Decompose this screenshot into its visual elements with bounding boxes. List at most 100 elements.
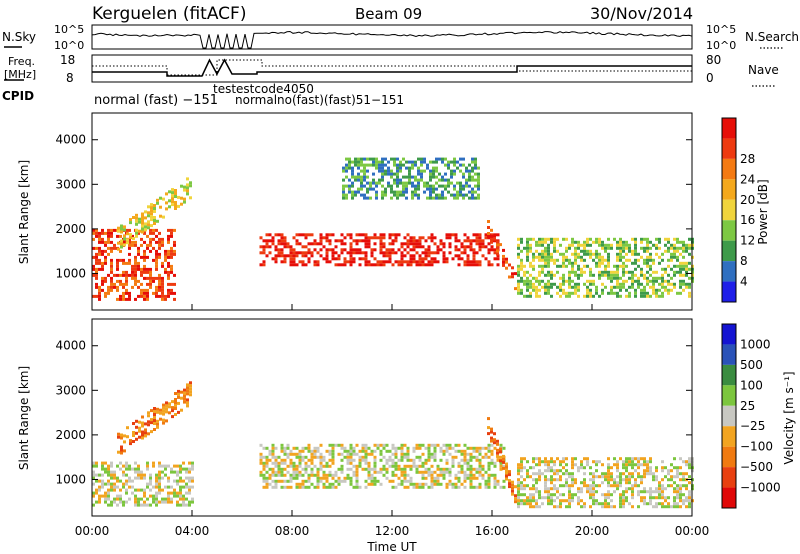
range-gate-cell xyxy=(319,461,323,465)
range-gate-cell xyxy=(637,463,640,467)
range-gate-cell xyxy=(262,248,266,252)
velocity-ylabel: Slant Range [km] xyxy=(17,366,31,470)
range-gate-cell xyxy=(403,248,407,252)
range-gate-cell xyxy=(430,443,434,447)
range-gate-cell xyxy=(304,263,308,267)
range-gate-cell xyxy=(433,257,437,261)
range-gate-cell xyxy=(610,493,613,497)
range-gate-cell xyxy=(658,502,661,506)
range-gate-cell xyxy=(643,291,646,295)
range-gate-cell xyxy=(649,460,652,464)
range-gate-cell xyxy=(399,181,402,185)
range-gate-cell xyxy=(131,270,134,274)
freq-label-1: Freq. xyxy=(8,55,35,68)
range-gate-cell xyxy=(619,481,622,485)
range-gate-cell xyxy=(388,254,392,258)
range-gate-cell xyxy=(164,497,167,501)
colorbar-tick-label: 500 xyxy=(740,358,763,372)
range-gate-cell xyxy=(433,470,437,474)
range-gate-cell xyxy=(477,187,480,191)
range-gate-cell xyxy=(376,479,380,483)
range-gate-cell xyxy=(583,481,586,485)
range-gate-cell xyxy=(177,395,180,399)
range-gate-cell xyxy=(655,243,658,247)
range-gate-cell xyxy=(465,169,468,173)
range-gate-cell xyxy=(580,255,583,259)
range-gate-cell xyxy=(176,503,179,507)
range-gate-cell xyxy=(125,261,128,265)
range-gate-cell xyxy=(113,470,116,474)
range-gate-cell xyxy=(120,224,123,228)
range-gate-cell xyxy=(298,449,302,453)
range-gate-cell xyxy=(354,193,357,197)
range-gate-cell xyxy=(607,258,610,262)
range-gate-cell xyxy=(673,496,676,500)
range-gate-cell xyxy=(361,233,365,237)
range-gate-cell xyxy=(568,279,571,283)
range-gate-cell xyxy=(631,484,634,488)
range-gate-cell xyxy=(134,255,137,259)
range-gate-cell xyxy=(403,452,407,456)
power-colorbar-label: Power [dB] xyxy=(756,179,770,244)
range-gate-cell xyxy=(167,282,170,286)
range-gate-cell xyxy=(390,175,393,179)
range-gate-cell xyxy=(364,257,368,261)
range-gate-cell xyxy=(661,478,664,482)
range-gate-cell xyxy=(340,470,344,474)
range-gate-cell xyxy=(619,496,622,500)
range-gate-cell xyxy=(156,410,159,414)
range-gate-cell xyxy=(414,163,417,167)
range-gate-cell xyxy=(351,190,354,194)
range-gate-cell xyxy=(364,455,368,459)
range-gate-cell xyxy=(676,469,679,473)
range-gate-cell xyxy=(661,267,664,271)
range-gate-cell xyxy=(490,237,493,241)
range-gate-cell xyxy=(574,478,577,482)
range-gate-cell xyxy=(171,409,174,413)
range-gate-cell xyxy=(619,264,622,268)
range-gate-cell xyxy=(487,242,491,246)
range-gate-cell xyxy=(487,263,491,267)
range-gate-cell xyxy=(185,476,188,480)
range-gate-cell xyxy=(331,455,335,459)
range-gate-cell xyxy=(619,282,622,286)
range-gate-cell xyxy=(526,294,529,298)
range-gate-cell xyxy=(101,494,104,498)
range-gate-cell xyxy=(349,479,353,483)
range-gate-cell xyxy=(646,502,649,506)
range-gate-cell xyxy=(481,239,485,243)
range-gate-cell xyxy=(379,449,383,453)
range-gate-cell xyxy=(397,260,401,264)
range-gate-cell xyxy=(634,249,637,253)
range-gate-cell xyxy=(140,497,143,501)
range-gate-cell xyxy=(655,487,658,491)
range-gate-cell xyxy=(634,484,637,488)
range-gate-cell xyxy=(676,466,679,470)
range-gate-cell xyxy=(429,190,432,194)
range-gate-cell xyxy=(592,475,595,479)
range-gate-cell xyxy=(173,488,176,492)
range-gate-cell xyxy=(511,486,514,490)
range-gate-cell xyxy=(450,175,453,179)
range-gate-cell xyxy=(685,273,688,277)
range-gate-cell xyxy=(346,455,350,459)
range-gate-cell xyxy=(385,443,389,447)
range-gate-cell xyxy=(158,237,161,241)
range-gate-cell xyxy=(417,196,420,200)
range-gate-cell xyxy=(520,258,523,262)
range-gate-cell xyxy=(334,485,338,489)
range-gate-cell xyxy=(439,449,443,453)
range-gate-cell xyxy=(544,288,547,292)
range-gate-cell xyxy=(607,505,610,509)
date-title: 30/Nov/2014 xyxy=(590,4,693,23)
range-gate-cell xyxy=(469,452,473,456)
range-gate-cell xyxy=(577,496,580,500)
range-gate-cell xyxy=(268,233,272,237)
range-gate-cell xyxy=(484,233,488,237)
range-gate-cell xyxy=(149,282,152,286)
range-gate-cell xyxy=(149,249,152,253)
range-gate-cell xyxy=(274,464,278,468)
range-gate-cell xyxy=(447,160,450,164)
range-gate-cell xyxy=(571,496,574,500)
